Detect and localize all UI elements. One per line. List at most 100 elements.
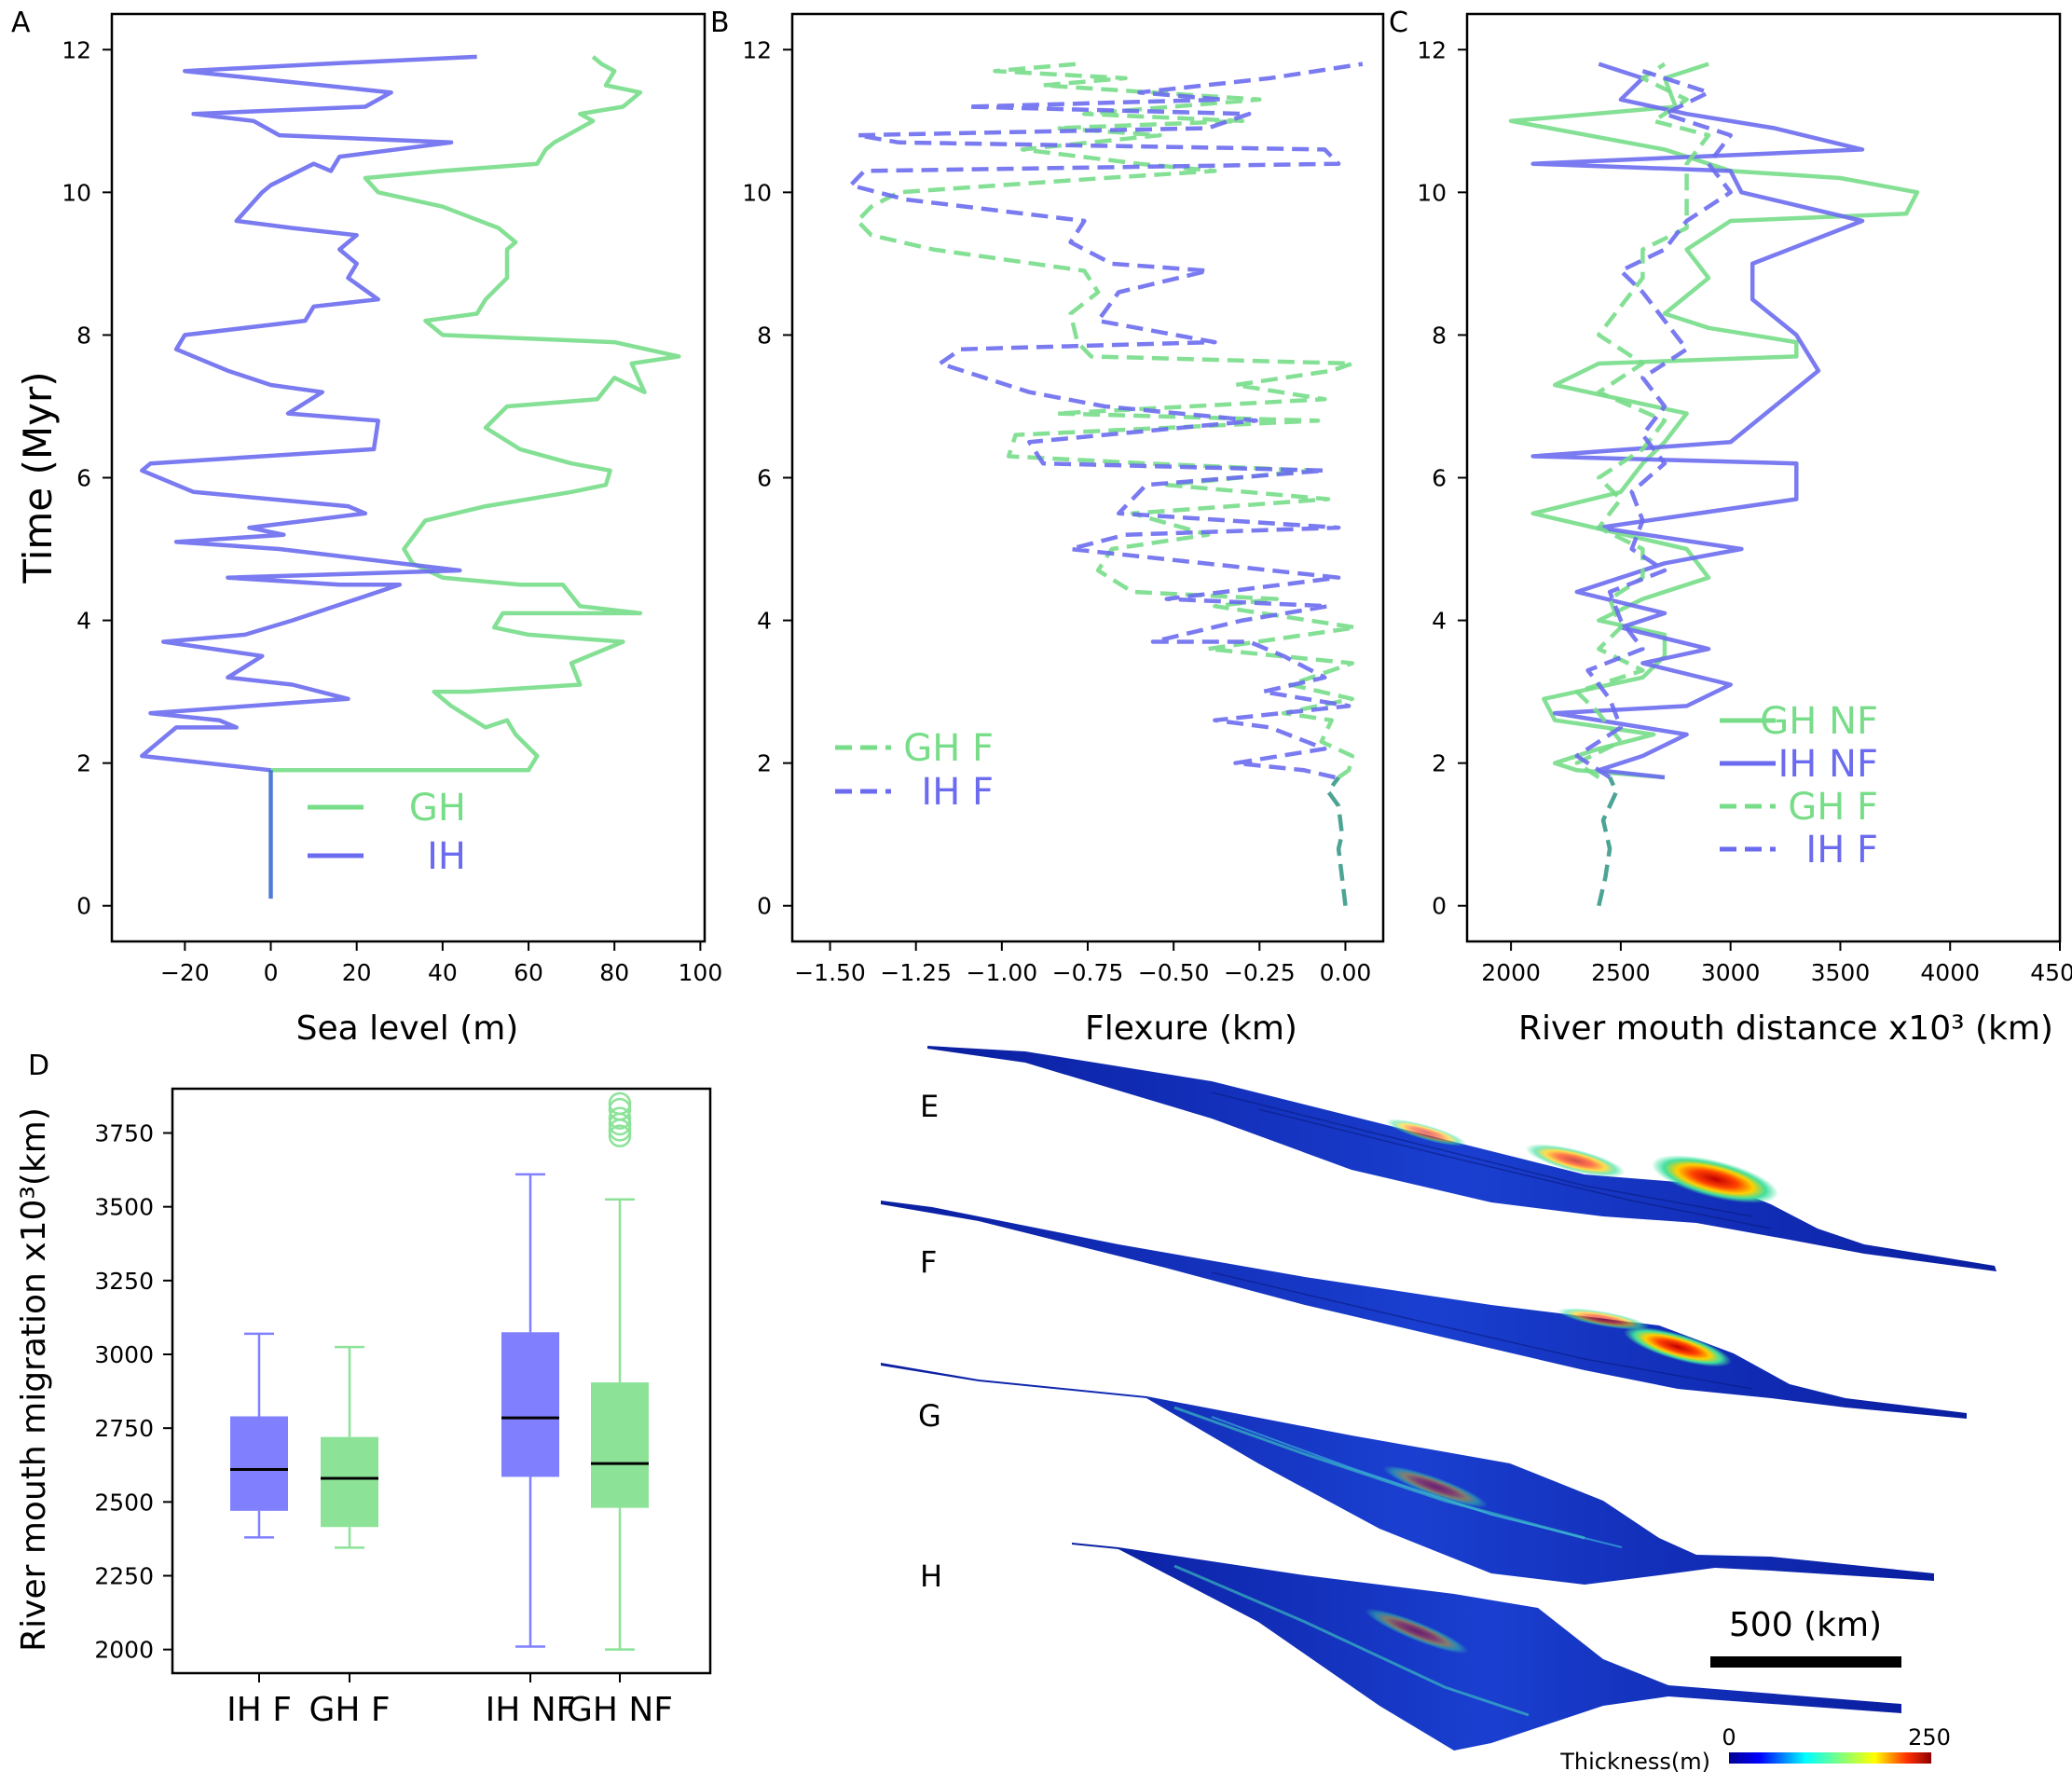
panel-letter-c: C: [1389, 7, 1408, 39]
series-line-gh-f: [855, 62, 1358, 779]
y-tick-label: 3250: [94, 1268, 154, 1295]
y-tick-label: 0: [757, 893, 772, 920]
y-tick-label: 2000: [94, 1637, 154, 1664]
panel-letter-g: G: [918, 1398, 941, 1434]
panel-letter-e: E: [920, 1089, 939, 1124]
section-g: [881, 1363, 1934, 1585]
series-line-gh-f: [1574, 62, 1711, 779]
x-tick-label: 40: [428, 959, 458, 986]
x-tick-label: 80: [599, 959, 629, 986]
legend-label: IH F: [921, 771, 994, 814]
y-tick-label: 4: [76, 608, 91, 635]
section-f: [881, 1201, 1967, 1419]
panel-c-plot: 200025003000350040004500024681012GH NFIH…: [1417, 36, 2072, 986]
x-tick-label: IH NF: [486, 1691, 576, 1729]
colorbar-label: Thickness(m): [1559, 1749, 1710, 1775]
section-h: [1072, 1543, 1901, 1751]
box-iqr: [501, 1332, 559, 1477]
legend-label: GH: [409, 787, 466, 830]
panel-letter-d: D: [28, 1050, 49, 1082]
colorbar: 0 250 Thickness(m): [1559, 1724, 1951, 1775]
x-tick-label: 3000: [1701, 959, 1761, 986]
panel-a-ylabel: Time (Myr): [15, 371, 61, 584]
x-tick-label: 0.00: [1320, 959, 1372, 986]
box-outlier: [608, 1097, 632, 1121]
panel-c-xlabel: River mouth distance x10³ (km): [1518, 1009, 2053, 1048]
legend-label: IH: [427, 835, 466, 878]
section-e: [927, 1046, 1997, 1271]
box-outlier: [608, 1092, 632, 1116]
scale-bar: 500 (km): [1710, 1606, 1901, 1668]
y-tick-label: 6: [1432, 465, 1447, 492]
scale-bar-label: 500 (km): [1729, 1606, 1882, 1644]
y-tick-label: 8: [76, 322, 91, 349]
legend-label: GH NF: [1760, 700, 1878, 743]
x-tick-label: 4000: [1920, 959, 1980, 986]
y-tick-label: 0: [1432, 893, 1447, 920]
series-line-ih-nf: [1530, 62, 1865, 780]
legend-label: GH F: [903, 727, 994, 770]
x-tick-label: −0.50: [1138, 959, 1210, 986]
y-tick-label: 2750: [94, 1415, 154, 1442]
y-tick-label: 6: [76, 465, 91, 492]
series-line-ih-f: [1574, 69, 1733, 779]
legend-label: IH F: [1805, 829, 1878, 872]
x-tick-label: GH NF: [567, 1691, 673, 1729]
colorbar-max: 250: [1908, 1724, 1951, 1751]
y-tick-label: 8: [1432, 322, 1447, 349]
legend-label: IH NF: [1777, 743, 1878, 786]
series-line-common: [1325, 776, 1348, 906]
y-tick-label: 2: [757, 750, 772, 777]
y-tick-label: 3000: [94, 1341, 154, 1368]
x-tick-label: 60: [514, 959, 543, 986]
x-tick-label: −1.00: [967, 959, 1038, 986]
x-tick-label: 2500: [1591, 959, 1651, 986]
panel-letter-a: A: [11, 7, 31, 39]
panel-a-xlabel: Sea level (m): [296, 1009, 519, 1048]
y-tick-label: 2500: [94, 1489, 154, 1516]
y-tick-label: 12: [1417, 36, 1447, 63]
y-tick-label: 2250: [94, 1563, 154, 1590]
series-line-gh-nf: [1508, 62, 1920, 780]
y-tick-label: 10: [62, 179, 91, 206]
panel-d-plot: 2000 2250 2500 2750 3000 3250 3500 3750 IH F GH F…: [94, 1092, 673, 1729]
y-tick-label: 12: [62, 36, 91, 63]
y-tick-label: 6: [757, 465, 772, 492]
legend-label: GH F: [1788, 786, 1878, 829]
panel-d-ylabel: River mouth migration x10³(km): [15, 1107, 53, 1652]
series-line-ih: [140, 54, 477, 773]
box-outlier: [608, 1124, 632, 1147]
x-tick-label: IH F: [226, 1691, 292, 1729]
y-tick-label: 4: [757, 608, 772, 635]
x-tick-label: −1.25: [880, 959, 952, 986]
colorbar-gradient: [1729, 1752, 1931, 1764]
panel-b-plot: −1.50 −1.25 −1.00 −0.75 −0.50 −0.25 0.00 0 2 4 6 8 1…: [742, 36, 1371, 986]
x-tick-label: −20: [160, 959, 210, 986]
y-tick-label: 3500: [94, 1194, 154, 1221]
y-tick-label: 0: [76, 893, 91, 920]
y-tick-label: 2: [76, 750, 91, 777]
box-iqr: [591, 1382, 649, 1508]
series-line-ih-f: [848, 62, 1364, 780]
x-tick-label: −0.75: [1052, 959, 1124, 986]
x-tick-label: 20: [342, 959, 372, 986]
x-tick-label: −0.25: [1224, 959, 1296, 986]
panel-letter-f: F: [920, 1244, 937, 1280]
y-tick-label: 10: [742, 179, 772, 206]
panel-letter-b: B: [710, 7, 730, 39]
colorbar-min: 0: [1722, 1724, 1736, 1751]
x-tick-label: −1.50: [794, 959, 866, 986]
y-tick-label: 3750: [94, 1120, 154, 1147]
series-line-gh: [270, 55, 681, 773]
y-tick-label: 12: [742, 36, 772, 63]
x-tick-label: 100: [679, 959, 723, 986]
box-iqr: [321, 1436, 378, 1528]
x-tick-label: 2000: [1481, 959, 1541, 986]
panel-d-frame: [171, 1087, 712, 1675]
x-tick-label: 3500: [1811, 959, 1871, 986]
y-tick-label: 4: [1432, 608, 1447, 635]
y-tick-label: 2: [1432, 750, 1447, 777]
y-tick-label: 10: [1417, 179, 1447, 206]
